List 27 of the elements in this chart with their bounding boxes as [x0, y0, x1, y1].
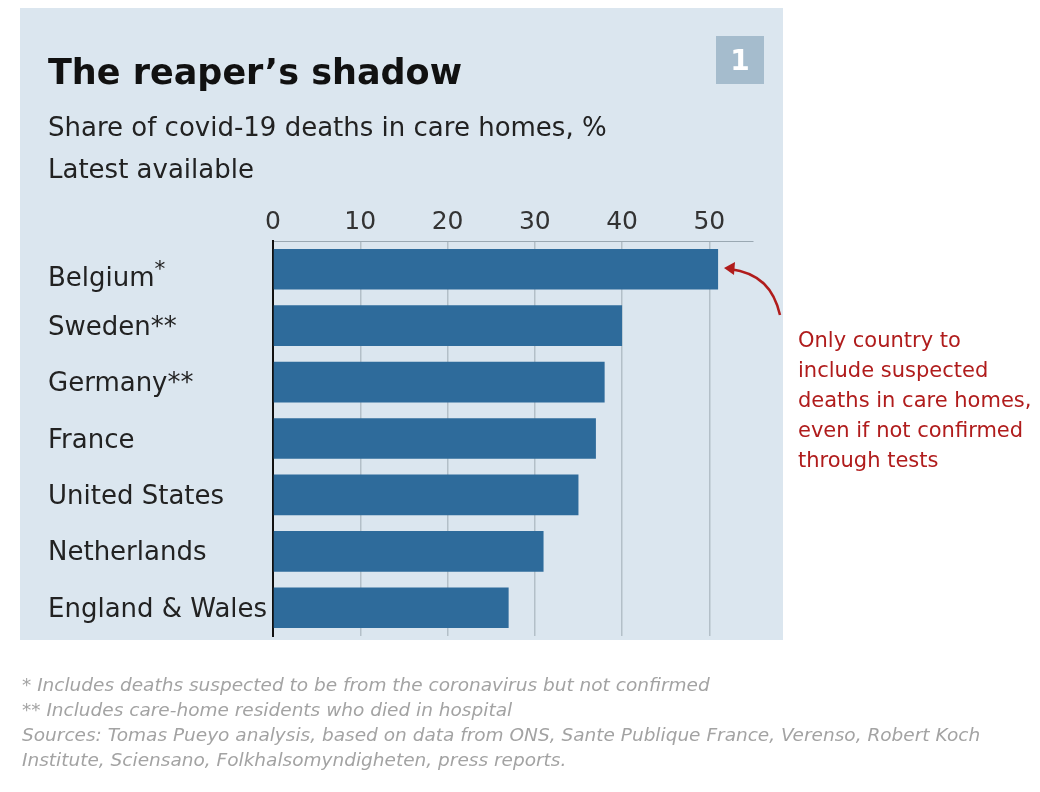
y-tick-label: Belgium$^{*}$ [48, 255, 166, 294]
text: Only country to include suspected deaths in care homes, even if not confirmed through tests [798, 327, 1033, 475]
bar [273, 361, 605, 403]
bar [273, 418, 596, 459]
x-tick-label: 20 [431, 205, 464, 235]
x-tick-label: 30 [518, 205, 551, 235]
x-tick-label: 0 [265, 205, 281, 235]
bar [273, 305, 623, 346]
source-note: Sources: Tomas Pueyo analysis, based on data from ONS, Sante Publique France, Verenso, Robert Koch Institute, Sciensano, Folkhalsomyndigheten, press reports. [22, 723, 982, 772]
y-tick-label: France [48, 422, 135, 456]
text: * Includes deaths suspected to be from the coronavirus but not confirmed [22, 673, 711, 697]
chart-subtitle: Share of covid-19 deaths in care homes, % Latest available [48, 111, 607, 186]
chart-title: The reaper’s shadow [48, 52, 462, 92]
bar [273, 531, 544, 572]
number-badge: 1 [716, 36, 764, 84]
text: ** Includes care-home residents who died in hospital [22, 698, 514, 722]
y-tick-label: United States [48, 478, 225, 512]
y-tick-label: Netherlands [48, 535, 207, 569]
y-tick-label: Germany** [48, 366, 194, 400]
bar [273, 587, 509, 629]
bar [273, 248, 719, 290]
y-tick-label: Sweden** [48, 309, 177, 343]
x-tick-label: 40 [606, 205, 638, 235]
x-tick-label: 50 [693, 205, 726, 235]
bar [273, 474, 579, 516]
y-tick-label: England & Wales [48, 591, 268, 625]
x-tick-label: 10 [344, 205, 377, 235]
